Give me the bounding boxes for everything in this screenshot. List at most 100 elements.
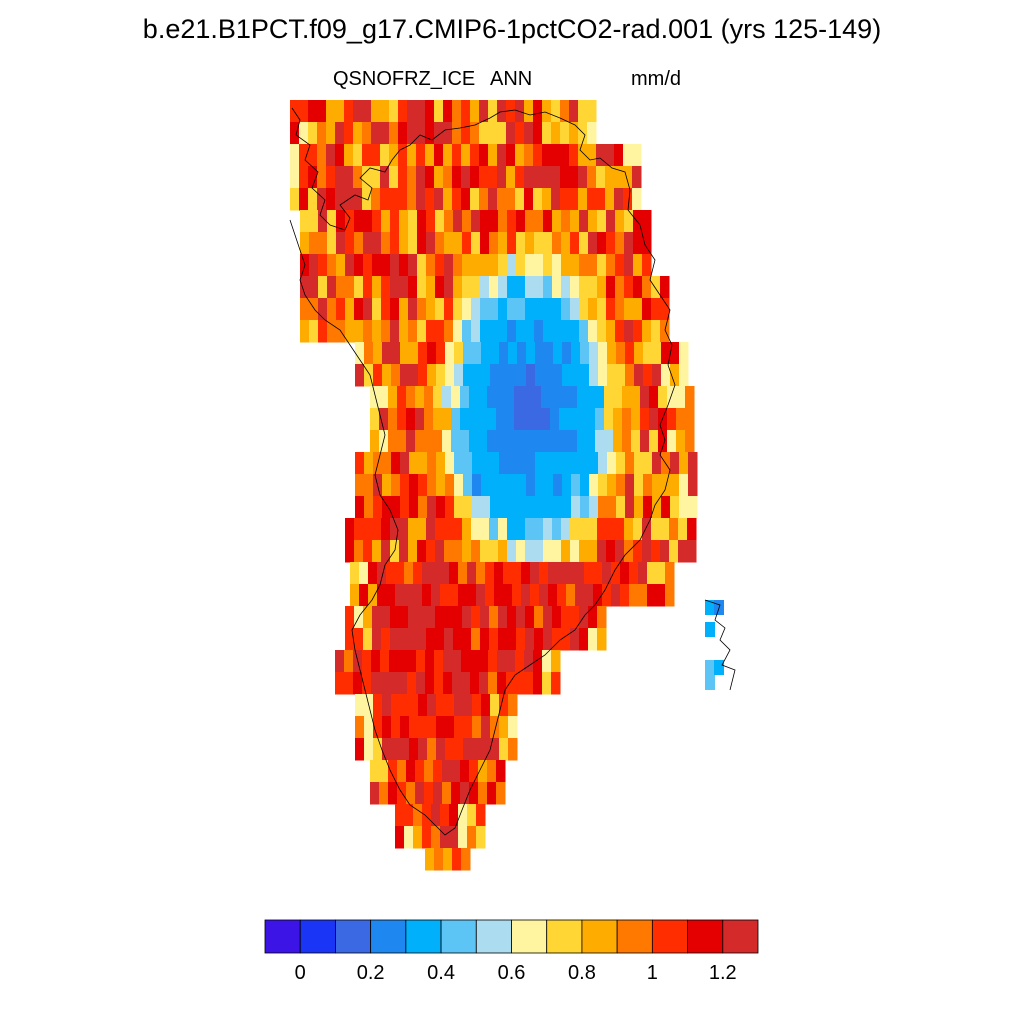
colorbar-swatch <box>546 919 583 954</box>
heatmap-cell <box>404 584 414 607</box>
heatmap-cell <box>552 210 562 233</box>
heatmap-cell <box>651 298 661 321</box>
heatmap-cell <box>526 474 536 497</box>
heatmap-cell <box>624 320 634 343</box>
heatmap-cell <box>579 232 589 255</box>
heatmap-cell <box>408 276 418 299</box>
heatmap-cell <box>406 782 416 805</box>
coastline-outline <box>289 107 676 836</box>
heatmap-cell <box>490 716 500 739</box>
heatmap-cell <box>409 694 419 717</box>
heatmap-cell <box>470 100 480 123</box>
heatmap-cell <box>534 276 544 299</box>
heatmap-cell <box>517 364 527 387</box>
heatmap-cell <box>354 518 364 541</box>
heatmap-cell <box>481 342 491 365</box>
heatmap-cell <box>471 276 481 299</box>
heatmap-cell <box>335 122 345 145</box>
heatmap-cell <box>658 430 668 453</box>
heatmap-cell <box>616 474 626 497</box>
heatmap-cell <box>398 650 408 673</box>
heatmap-cell <box>471 298 481 321</box>
heatmap-cell <box>479 166 489 189</box>
heatmap-cell <box>516 210 526 233</box>
heatmap-cell <box>416 188 426 211</box>
heatmap-cell <box>602 562 612 585</box>
heatmap-cell <box>597 518 607 541</box>
heatmap-cell <box>453 320 463 343</box>
heatmap-cell <box>480 298 490 321</box>
heatmap-cell <box>544 496 554 519</box>
heatmap-cell <box>551 672 561 695</box>
heatmap-cell <box>463 342 473 365</box>
heatmap-cell <box>433 386 443 409</box>
heatmap-cell <box>633 254 643 277</box>
heatmap-cell <box>507 276 517 299</box>
heatmap-cell <box>588 232 598 255</box>
heatmap-cell <box>525 518 535 541</box>
heatmap-cell <box>559 430 569 453</box>
heatmap-cell <box>616 496 626 519</box>
heatmap-cell <box>552 606 562 629</box>
heatmap-cell <box>427 716 437 739</box>
heatmap-cell <box>649 430 659 453</box>
heatmap-cell <box>400 738 410 761</box>
heatmap-cell <box>506 122 516 145</box>
heatmap-cell <box>399 540 409 563</box>
heatmap-cell <box>490 452 500 475</box>
heatmap-cell <box>478 782 488 805</box>
heatmap-cell <box>498 276 508 299</box>
heatmap-cell <box>445 738 455 761</box>
heatmap-cell <box>443 650 453 673</box>
heatmap-cell <box>598 342 608 365</box>
heatmap-cell <box>515 188 525 211</box>
heatmap-cell <box>498 540 508 563</box>
heatmap-cell <box>544 342 554 365</box>
heatmap-cell <box>389 100 399 123</box>
heatmap-cell <box>426 628 436 651</box>
heatmap-cell <box>496 782 506 805</box>
heatmap-cell <box>359 584 369 607</box>
heatmap-cell <box>643 452 653 475</box>
heatmap-cell <box>488 100 498 123</box>
heatmap-cell <box>481 452 491 475</box>
heatmap-cell <box>345 320 355 343</box>
heatmap-cell <box>633 540 643 563</box>
heatmap-cell <box>503 562 513 585</box>
heatmap-cell <box>469 430 479 453</box>
heatmap-cell <box>481 694 491 717</box>
heatmap-cell <box>416 650 426 673</box>
heatmap-cell <box>435 298 445 321</box>
season-label: ANN <box>490 68 533 90</box>
heatmap-cell <box>344 650 354 673</box>
heatmap-cell <box>524 188 534 211</box>
heatmap-cell <box>541 430 551 453</box>
heatmap-cell <box>499 452 509 475</box>
heatmap-cell <box>478 408 488 431</box>
heatmap-cell <box>442 430 452 453</box>
heatmap-cell <box>435 232 445 255</box>
heatmap-cell <box>490 342 500 365</box>
heatmap-cell <box>605 144 615 167</box>
heatmap-cell <box>561 276 571 299</box>
heatmap-cell <box>566 584 576 607</box>
heatmap-cell <box>478 386 488 409</box>
heatmap-cell <box>479 672 489 695</box>
heatmap-cell <box>415 408 425 431</box>
heatmap-cell <box>379 782 389 805</box>
heatmap-cell <box>604 386 614 409</box>
heatmap-cell <box>497 188 507 211</box>
heatmap-cell <box>390 298 400 321</box>
heatmap-cell <box>562 496 572 519</box>
heatmap-cell <box>444 518 454 541</box>
heatmap-cell <box>497 166 507 189</box>
heatmap-cell <box>434 848 444 871</box>
heatmap-cell <box>371 100 381 123</box>
heatmap-cell <box>588 628 598 651</box>
heatmap-cell <box>551 122 561 145</box>
heatmap-cell <box>517 452 527 475</box>
heatmap-cell <box>382 364 392 387</box>
heatmap-cell <box>390 540 400 563</box>
heatmap-cell <box>391 738 401 761</box>
heatmap-cell <box>452 144 462 167</box>
